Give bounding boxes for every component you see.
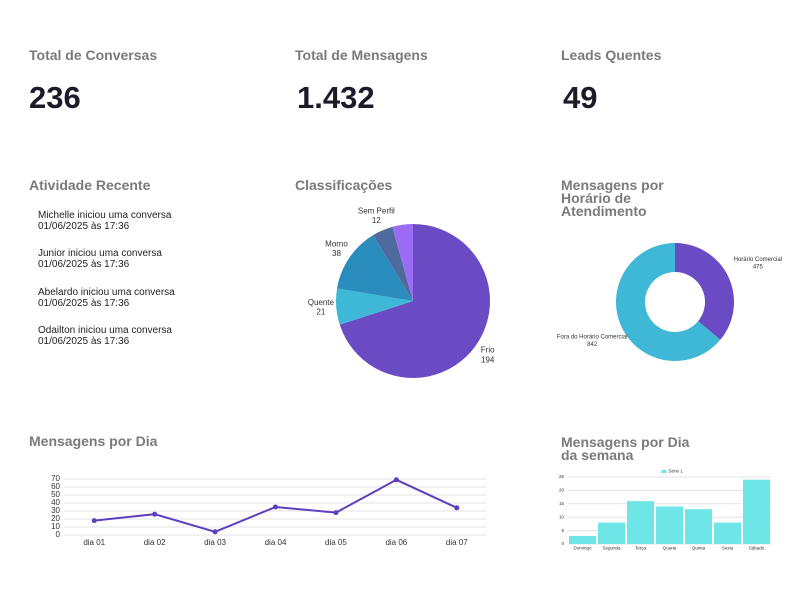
slice-label: Quente (308, 298, 335, 307)
activity-time: 01/06/2025 às 17:36 (38, 221, 130, 232)
activity-item: Abelardo iniciou uma conversa 01/06/2025 … (38, 287, 175, 309)
slice-value: 194 (481, 355, 495, 364)
stat-value: 1.432 (297, 80, 375, 115)
y-tick-label: 25 (559, 474, 565, 479)
chart-title: Mensagens por Horário de Atendimento (561, 177, 664, 219)
point (152, 511, 158, 517)
y-tick-label: 30 (51, 506, 60, 515)
activity-item: Michelle iniciou uma conversa 01/06/2025 … (38, 210, 171, 232)
x-tick-label: Terça (635, 546, 647, 551)
stat-value: 236 (29, 80, 81, 115)
activity-text: Abelardo iniciou uma conversa (38, 287, 175, 298)
x-tick-label: Segunda (602, 546, 621, 551)
activity-text: Junior iniciou uma conversa (38, 248, 162, 259)
slice (675, 243, 734, 340)
y-tick-label: 70 (51, 474, 60, 483)
x-tick-label: Quinta (692, 546, 706, 551)
x-tick-label: dia 01 (83, 538, 105, 547)
x-tick-label: dia 05 (325, 538, 347, 547)
stat-label: Total de Mensagens (295, 47, 428, 63)
point (91, 518, 97, 524)
slice-label: Morno (325, 239, 348, 248)
stat-label: Leads Quentes (561, 47, 662, 63)
activity-item: Junior iniciou uma conversa 01/06/2025 às… (38, 248, 162, 270)
x-tick-label: Sexta (722, 546, 734, 551)
x-tick-label: Domingo (573, 546, 592, 551)
activity-time: 01/06/2025 às 17:36 (38, 298, 130, 309)
bar (598, 522, 625, 544)
y-tick-label: 10 (51, 522, 60, 531)
section-title: Atividade Recente (29, 177, 151, 193)
x-tick-label: Sábado (749, 546, 765, 551)
y-tick-label: 20 (559, 488, 565, 493)
point (393, 477, 399, 483)
slice (615, 243, 721, 362)
bar (569, 535, 596, 544)
slice-value: 38 (332, 249, 341, 258)
y-tick-label: 50 (51, 490, 60, 499)
x-tick-label: Quarta (663, 546, 677, 551)
chart-title: Classificações (295, 177, 393, 193)
bar (743, 479, 770, 544)
activity-text: Michelle iniciou uma conversa (38, 210, 172, 221)
slice-label: Horário Comercial (734, 257, 782, 263)
y-tick-label: 40 (51, 498, 60, 507)
slice-value: 842 (587, 342, 598, 348)
point (273, 504, 278, 510)
x-tick-label: dia 03 (204, 538, 226, 547)
x-tick-label: dia 07 (446, 538, 468, 547)
slice (392, 224, 413, 301)
y-tick-label: 0 (56, 530, 61, 539)
slice-label: Fora do Horário Comercial (557, 335, 628, 341)
bar (627, 501, 654, 544)
legend-swatch (661, 470, 667, 473)
chart-title: Mensagens por Dia da semana (561, 434, 690, 463)
point (212, 529, 218, 535)
point (454, 505, 460, 511)
bar (656, 506, 683, 544)
x-tick-label: dia 02 (144, 538, 166, 547)
slice-value: 21 (316, 308, 325, 317)
slice (336, 288, 413, 325)
point (333, 510, 339, 516)
activity-item: Odailton iniciou uma conversa 01/06/2025 … (38, 325, 172, 347)
y-tick-label: 5 (561, 528, 564, 533)
y-tick-label: 20 (51, 514, 60, 523)
stat-value: 49 (563, 80, 598, 115)
slice-label: Frio (481, 346, 495, 355)
slice (337, 235, 413, 301)
activity-time: 01/06/2025 às 17:36 (38, 336, 130, 347)
y-tick-label: 0 (561, 541, 564, 546)
slice-value: 475 (753, 264, 764, 270)
slice-label: Sem Perfil (358, 207, 395, 216)
x-tick-label: dia 04 (265, 538, 287, 547)
stat-label: Total de Conversas (29, 47, 158, 63)
y-tick-label: 15 (559, 501, 565, 506)
y-tick-label: 60 (51, 482, 60, 491)
y-tick-label: 10 (559, 514, 565, 519)
x-tick-label: dia 06 (385, 538, 407, 547)
bar (714, 522, 741, 544)
activity-time: 01/06/2025 às 17:36 (38, 259, 130, 270)
legend-label: Série 1 (669, 469, 684, 474)
slice (373, 226, 413, 301)
chart-title: Mensagens por Dia (29, 433, 158, 449)
slice (339, 224, 490, 378)
slice-value: 12 (372, 216, 381, 225)
activity-text: Odailton iniciou uma conversa (38, 325, 172, 336)
bar (685, 509, 712, 544)
